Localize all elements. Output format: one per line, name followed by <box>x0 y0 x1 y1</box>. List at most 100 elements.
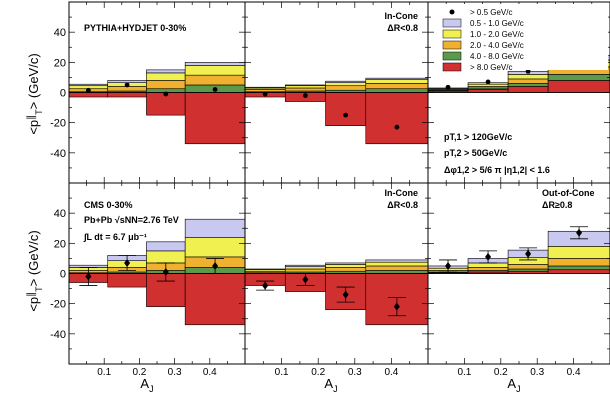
x-axis-label-1: AJ <box>140 376 153 394</box>
bar-2-0-4-0-gev-c-bin-2 <box>146 80 186 90</box>
bar-1-0-2-0-gev-c-bin-3 <box>184 65 246 76</box>
bar-0-5-1-0-gev-c-bin-3 <box>184 218 246 238</box>
bar-2-0-4-0-gev-c-bin-2 <box>325 267 367 272</box>
bar-1-0-2-0-gev-c-bin-2 <box>325 82 367 87</box>
bar-1-0-2-0-gev-c-bin-1 <box>467 83 509 87</box>
bar-2-0-4-0-gev-c-bin-1 <box>284 87 326 92</box>
cuts-line2: pT,2 > 50GeV/c <box>444 148 507 158</box>
bar-neg-bin-2 <box>325 92 367 126</box>
x-tick-label: 0.4 <box>567 367 581 378</box>
bar-1-0-2-0-gev-c-bin-2 <box>146 72 186 81</box>
x-axis-label-3: AJ <box>507 376 520 394</box>
bar-0-5-1-0-gev-c-bin-1 <box>107 80 147 83</box>
y-tick-label: -20 <box>50 118 66 130</box>
bar-0-5-1-0-gev-c-bin-2 <box>325 80 367 83</box>
out-cone-dr-bottom: ΔR≥0.8 <box>542 200 572 210</box>
x-tick-label: 0.2 <box>494 367 508 378</box>
x-tick-label: 0.2 <box>311 367 325 378</box>
bar-1-0-2-0-gev-c-bin-3 <box>547 246 610 259</box>
bar-0-5-1-0-gev-c-bin-1 <box>284 264 326 268</box>
in-cone-title-top: In-Cone <box>385 11 419 21</box>
x-axis-label-2: AJ <box>324 376 337 394</box>
data-point <box>445 261 452 270</box>
x-tick-label: 0.1 <box>457 367 471 378</box>
bar-4-0-8-0-gev-c-bin-2 <box>507 83 549 87</box>
data-point <box>124 258 131 267</box>
bar-4-0-8-0-gev-c-bin-3 <box>547 74 610 81</box>
top-row-label: PYTHIA+HYDJET 0-30% <box>84 23 186 33</box>
legend-bg <box>436 4 608 70</box>
bar--8-0-gev-c-bin-2 <box>507 86 549 93</box>
panel-3: 40 20 0 -20 -40 0.1 0.2 0.3 0.4 <box>50 182 246 378</box>
data-point <box>576 228 583 237</box>
data-point <box>485 252 492 261</box>
bar-2-0-4-0-gev-c-bin-2 <box>507 264 549 270</box>
bar-0-5-1-0-gev-c-bin-3 <box>365 259 429 263</box>
y-tick-label: 0 <box>60 88 66 100</box>
bar-1-0-2-0-gev-c-bin-1 <box>467 262 509 268</box>
data-point <box>393 302 400 311</box>
data-point <box>212 261 219 270</box>
bar-2-0-4-0-gev-c-bin-3 <box>547 258 610 267</box>
y-tick-label: 40 <box>54 208 66 220</box>
bar-4-0-8-0-gev-c-bin-3 <box>547 265 610 271</box>
data-point <box>525 249 532 258</box>
bar-0-5-1-0-gev-c-bin-0 <box>68 83 109 87</box>
bar-1-0-2-0-gev-c-bin-3 <box>184 237 246 258</box>
legend-swatch <box>442 40 462 50</box>
panel-0: 40 20 0 -20 -40 <box>50 1 246 184</box>
bar-0-5-1-0-gev-c-bin-0 <box>244 268 286 271</box>
bar--8-0-gev-c-bin-3 <box>547 269 610 274</box>
cms-label-line1: CMS 0-30% <box>84 200 133 210</box>
x-tick-label: 0.3 <box>168 367 182 378</box>
bar-1-0-2-0-gev-c-bin-1 <box>284 266 326 270</box>
bar-0-5-1-0-gev-c-bin-0 <box>244 86 286 89</box>
y-tick-label: -20 <box>50 299 66 311</box>
bar-neg-bin-3 <box>184 273 246 326</box>
data-point <box>162 267 169 276</box>
bar-2-0-4-0-gev-c-bin-2 <box>507 78 549 84</box>
y-tick-label: 40 <box>54 27 66 39</box>
legend-swatch <box>442 51 462 61</box>
bar-2-0-4-0-gev-c-bin-3 <box>365 83 429 90</box>
legend-swatch <box>442 18 462 28</box>
legend-label: 1.0 - 2.0 GeV/c <box>470 30 524 39</box>
y-tick-label: 20 <box>54 238 66 250</box>
legend-label: > 0.5 GeV/c <box>470 8 512 17</box>
bar-1-0-2-0-gev-c-bin-1 <box>284 85 326 89</box>
data-point <box>343 112 349 118</box>
x-tick-label: 0.2 <box>132 367 146 378</box>
y-tick-label: -40 <box>50 148 66 160</box>
bar--8-0-gev-c-bin-3 <box>547 80 610 93</box>
data-point <box>124 82 130 88</box>
bar-0-5-1-0-gev-c-bin-1 <box>284 84 326 87</box>
bar-0-5-1-0-gev-c-bin-3 <box>365 77 429 80</box>
bar-2-0-4-0-gev-c-bin-0 <box>244 89 286 93</box>
x-tick-label: 0.1 <box>275 367 289 378</box>
bar-2-0-4-0-gev-c-bin-2 <box>325 85 367 91</box>
bar-4-0-8-0-gev-c-bin-2 <box>507 268 549 272</box>
bar-1-0-2-0-gev-c-bin-2 <box>507 74 549 80</box>
data-point <box>85 272 92 281</box>
x-tick-label: 0.3 <box>348 367 362 378</box>
in-cone-dr-bottom: ΔR<0.8 <box>387 200 418 210</box>
bar-1-0-2-0-gev-c-bin-2 <box>146 250 186 264</box>
y-axis-label-top: <p∥T> (GeV/c) <box>26 53 44 134</box>
bar-4-0-8-0-gev-c-bin-3 <box>365 270 429 274</box>
legend-swatch <box>442 62 462 72</box>
data-point <box>212 87 218 92</box>
data-point <box>302 93 308 98</box>
out-cone-title-bottom: Out-of-Cone <box>542 188 594 198</box>
x-tick-label: 0.4 <box>203 367 217 378</box>
bar-0-5-1-0-gev-c-bin-2 <box>325 262 367 265</box>
data-point <box>163 91 169 97</box>
data-point <box>262 91 268 97</box>
cms-label-line2: Pb+Pb √sNN=2.76 TeV <box>84 215 179 225</box>
bar-0-5-1-0-gev-c-bin-2 <box>146 241 186 252</box>
data-point <box>485 79 491 85</box>
data-point <box>262 281 269 290</box>
cuts-line3: Δφ1,2 > 5/6 π |η1,2| < 1.6 <box>444 165 550 175</box>
x-tick-label: 0.4 <box>384 367 398 378</box>
bar-1-0-2-0-gev-c-bin-2 <box>325 264 367 268</box>
